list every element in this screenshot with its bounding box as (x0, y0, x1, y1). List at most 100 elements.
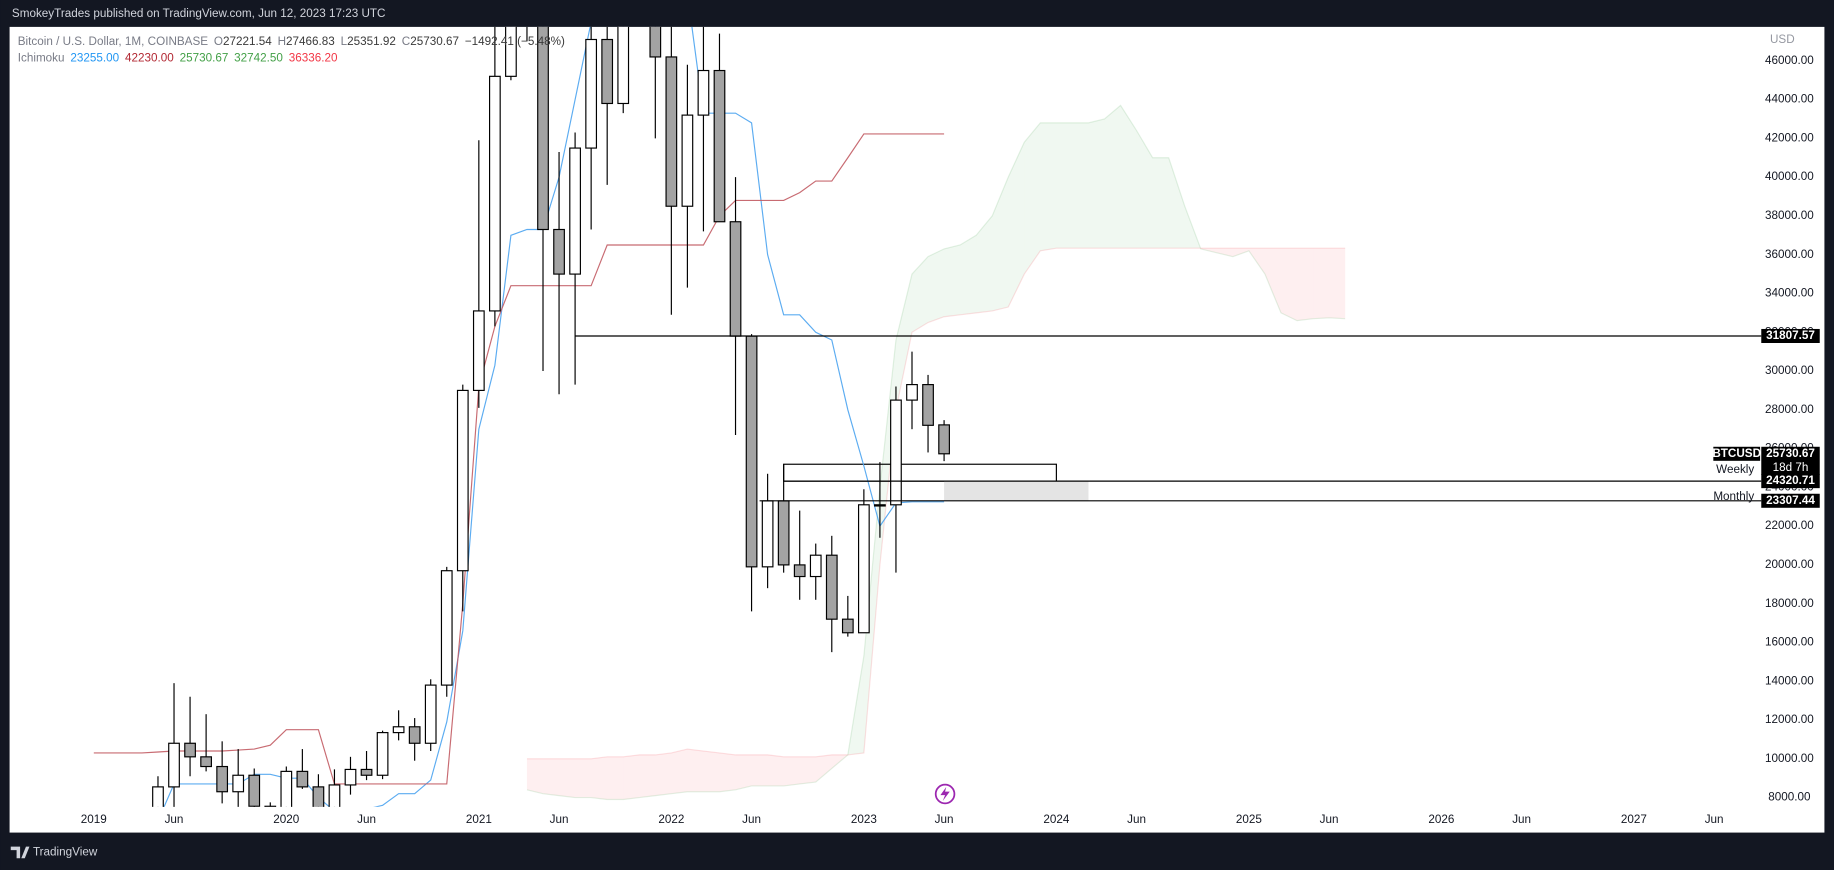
cloud-segment (703, 751, 720, 792)
cloud-segment (751, 754, 768, 786)
cloud-segment (1072, 122, 1089, 249)
y-tick-label: 28000.00 (1765, 403, 1814, 416)
candle-body (537, 26, 549, 231)
candle-body (777, 500, 790, 566)
x-tick-label: Jun (1512, 813, 1531, 826)
candle-body (328, 784, 341, 807)
candle-body (906, 384, 918, 401)
cloud-segment (1040, 122, 1057, 251)
legend-ohlc-prefix: C (402, 35, 410, 48)
level-tag-label: 31807.57 (1766, 329, 1815, 342)
candle-body (152, 786, 164, 807)
cloud-segment (1120, 105, 1137, 249)
y-tick-label: 12000.00 (1765, 713, 1814, 726)
x-tick-label: 2020 (273, 813, 300, 826)
candle-body (216, 765, 229, 793)
cloud-segment (783, 756, 800, 786)
candle-body (280, 770, 293, 807)
legend-ohlc-prefix: O (214, 35, 223, 48)
candle-body (312, 786, 325, 807)
symbol-tag (1713, 446, 1761, 461)
publish-header: SmokeyTrades published on TradingView.co… (12, 7, 386, 20)
y-tick-label: 44000.00 (1765, 93, 1814, 106)
cloud-segment (1216, 248, 1233, 257)
cloud-segment (863, 487, 880, 753)
y-tick-label: 34000.00 (1765, 287, 1814, 300)
candle-body (232, 774, 245, 793)
legend-ohlc-value: 27221.54 (223, 35, 272, 48)
span-b-line (526, 247, 1346, 760)
candle-body (649, 26, 662, 58)
candle-body (489, 75, 501, 312)
cloud-segment (1313, 248, 1330, 319)
cloud-segment (526, 758, 544, 794)
legend-ohlc-value: 27466.83 (286, 35, 335, 48)
x-tick-label: Jun (1127, 813, 1146, 826)
y-tick-label: 10000.00 (1765, 752, 1814, 765)
candle-body (200, 756, 212, 768)
y-tick-label: 36000.00 (1765, 248, 1814, 261)
cloud-segment (1184, 206, 1201, 249)
cloud-segment (992, 177, 1009, 311)
price-tag-label: 25730.67 (1766, 447, 1815, 460)
y-tick-label: 30000.00 (1765, 364, 1814, 377)
x-tick-label: 2027 (1621, 813, 1647, 826)
cloud-segment (1297, 248, 1314, 321)
cloud-segment (687, 749, 704, 792)
cloud-segment (1008, 142, 1025, 308)
symbol-tag-label: BTCUSD (1712, 447, 1761, 460)
cloud-segment (639, 754, 656, 798)
cloud-segment (847, 656, 864, 755)
event-icon (934, 783, 956, 805)
candle-body (408, 726, 421, 744)
candle-body (585, 38, 598, 149)
y-tick-label: 22000.00 (1765, 519, 1814, 532)
candle-body (890, 399, 902, 506)
legend-indicator-value: 25730.67 (180, 52, 229, 65)
chart-area (9, 26, 1825, 833)
cloud-segment (1152, 157, 1169, 249)
candle-body (793, 564, 806, 578)
level-tag (1761, 474, 1820, 489)
cloud-segment (1248, 248, 1265, 275)
y-tick-label: 8000.00 (1768, 791, 1811, 804)
base-line (93, 133, 945, 785)
candle-body (761, 500, 774, 568)
cloud-segment (1264, 248, 1281, 313)
candle-body (729, 221, 742, 337)
cloud-segment (1232, 248, 1249, 257)
overlay: 8000.00 10000.00 12000.00 14000.00 16000.00 1… (18, 35, 1820, 826)
level-tag (1761, 328, 1820, 343)
candle-body (681, 114, 694, 207)
legend-indicator-value: 36336.20 (289, 52, 338, 65)
candle-body (344, 768, 357, 786)
candle-body (440, 570, 453, 686)
level-tag-label: 24320.71 (1766, 474, 1815, 487)
legend-ohlc-prefix: H (278, 35, 286, 48)
y-tick-label: 18000.00 (1765, 597, 1814, 610)
candle-body (424, 684, 437, 744)
candle-body (713, 69, 726, 223)
y-tick-label: 42000.00 (1765, 131, 1814, 144)
legend-ohlc-prefix: L (341, 35, 348, 48)
candle-body (841, 618, 854, 634)
x-tick-label: 2023 (851, 813, 877, 826)
y-tick-label: 38000.00 (1765, 209, 1814, 222)
legend-symbol: Bitcoin / U.S. Dollar, 1M, COINBASE (18, 35, 209, 48)
cloud-segment (879, 340, 896, 565)
cloud-segment (1024, 122, 1041, 275)
cloud-segment (1280, 248, 1298, 321)
footer-brand: TradingView (33, 846, 98, 859)
plot (93, 26, 1346, 807)
legend-symbol-row: Bitcoin / U.S. Dollar, 1M, COINBASE O2722… (18, 35, 565, 48)
logo-mark (10, 846, 21, 859)
x-tick-label: Jun (742, 813, 761, 826)
currency-label: USD (1770, 33, 1795, 46)
legend-ohlc-value: 25351.92 (347, 35, 396, 48)
cloud-segment (895, 274, 912, 410)
legend-indicator-value: 32742.50 (234, 52, 283, 65)
candle-body (360, 768, 373, 776)
candle-body (601, 38, 614, 105)
